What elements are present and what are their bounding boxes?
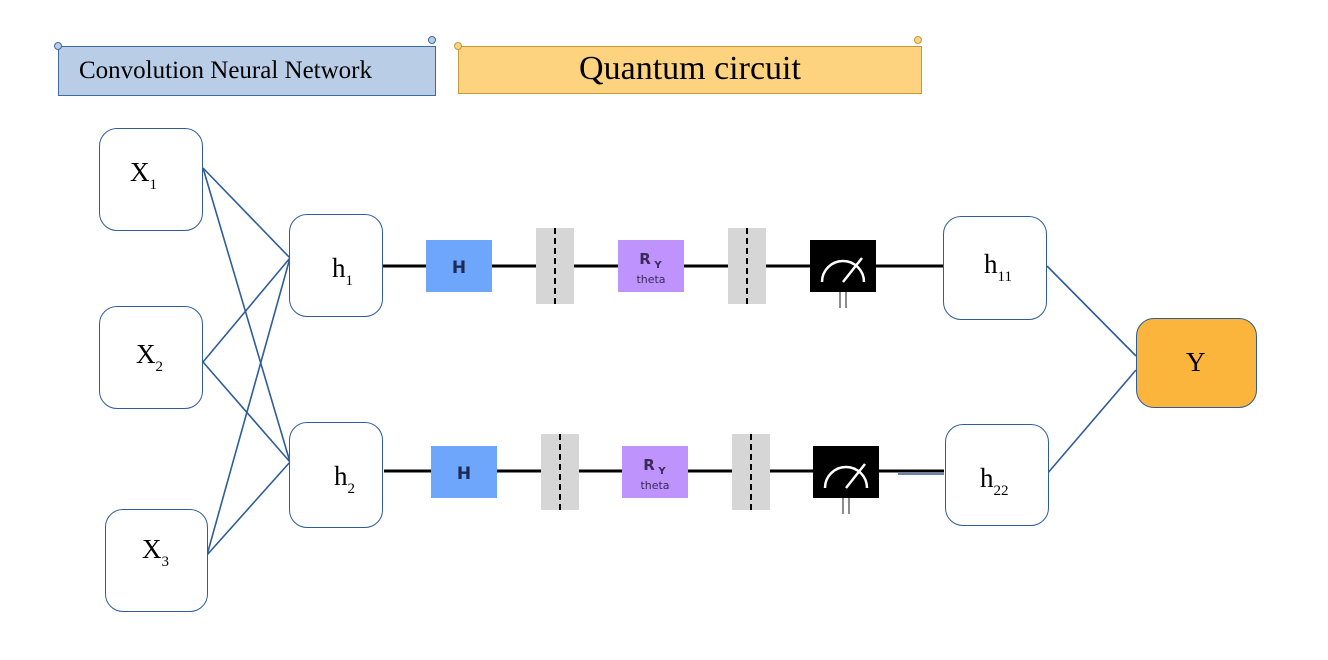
quantum-circuit-banner-label: Quantum circuit: [579, 50, 801, 87]
cnn-banner-curl-left: [54, 42, 62, 50]
measured-node-h22-label: h22: [980, 463, 1009, 499]
edge-h11-y: [1046, 265, 1137, 357]
edge-x3-h2: [206, 461, 291, 556]
ry-gate-2-param: theta: [640, 479, 669, 492]
input-node-x3: X3: [105, 509, 208, 612]
hadamard-gate-2: [431, 446, 497, 498]
hidden-node-h1-label: h1: [332, 253, 353, 289]
measured-node-h11: h11: [943, 216, 1047, 320]
ry-gate-2-sub: Y: [657, 466, 666, 477]
input-node-x2: X2: [99, 306, 203, 409]
ry-gate-1-param: theta: [636, 273, 665, 286]
ry-gate-1-label: R: [639, 250, 651, 268]
output-node-y-label: Y: [1186, 347, 1206, 377]
hidden-node-h2: h2: [289, 422, 383, 528]
measure-gate-1: [810, 240, 876, 292]
input-node-x1: X1: [99, 128, 203, 231]
ry-gate-2-label: R: [643, 456, 655, 474]
edge-x1-h2: [202, 167, 291, 463]
ry-gate-1-sub: Y: [653, 260, 662, 271]
measure-gate-1-needle: [842, 257, 863, 283]
output-node-y: Y: [1136, 318, 1257, 408]
hidden-node-h2-label: h2: [334, 461, 355, 497]
edge-x1-h1: [202, 167, 291, 259]
measure-gate-2: [813, 446, 879, 498]
hidden-node-h1: h1: [289, 214, 383, 317]
edge-x3-h1: [206, 257, 291, 556]
input-node-x3-label: X3: [142, 534, 169, 570]
input-node-x2-label: X2: [136, 339, 163, 375]
measured-node-h11-label: h11: [984, 249, 1012, 285]
edge-x2-h1: [202, 257, 291, 363]
quantum-circuit-banner: Quantum circuit: [458, 46, 922, 94]
cnn-banner-curl-right: [428, 36, 436, 44]
hadamard-gate-1: [426, 240, 492, 292]
measure-gate-1-arc: [820, 259, 866, 283]
measured-node-h22: h22: [945, 424, 1049, 526]
measure-gate-2-needle: [845, 463, 866, 489]
edge-h22-y: [1046, 369, 1137, 475]
ry-gate-2: [622, 446, 688, 498]
cnn-banner: Convolution Neural Network: [58, 46, 436, 96]
hadamard-gate-1-label: H: [452, 258, 466, 278]
input-node-x1-label: X1: [130, 157, 157, 193]
ry-gate-1: [618, 240, 684, 292]
cnn-banner-label: Convolution Neural Network: [79, 57, 373, 84]
measure-gate-2-arc: [823, 465, 869, 489]
hadamard-gate-2-label: H: [457, 464, 471, 484]
qc-banner-curl-left: [454, 42, 462, 50]
qc-banner-curl-right: [914, 36, 922, 44]
